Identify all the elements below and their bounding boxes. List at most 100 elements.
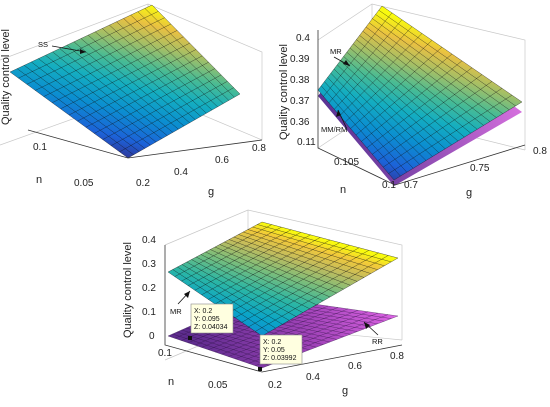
datatip-2[interactable]: X: 0.2 Y: 0.05 Z: 0.03992	[258, 334, 303, 371]
mesh-line	[52, 36, 184, 103]
subplot-3-ztick-0: 0	[149, 331, 155, 342]
subplot-2-ztick-0.39: 0.39	[290, 54, 310, 65]
mesh-line	[208, 237, 321, 300]
surface-mr-subplot-2	[318, 6, 522, 180]
mesh-line	[18, 11, 159, 79]
mesh-line	[43, 30, 178, 97]
subplot-3-ztick-0.3: 0.3	[142, 259, 156, 270]
subplot-3-xtick-0.2: 0.2	[268, 380, 282, 391]
label-ss: SS	[38, 40, 48, 49]
mesh-line	[228, 244, 350, 314]
datatip-2-line-3: Z: 0.03992	[263, 355, 297, 362]
mesh-line	[102, 74, 222, 140]
subplot-3-xtick-0.6: 0.6	[348, 361, 362, 372]
mesh-line	[328, 19, 403, 104]
mesh-line	[339, 33, 423, 116]
subplot-1-xtick-0.4: 0.4	[174, 167, 188, 178]
mesh-line	[248, 252, 379, 328]
mesh-line	[94, 68, 215, 134]
subplot-1: 0.1 0.05 0.2 0.4 0.6 0.8 n g Quality con…	[0, 3, 266, 198]
subplot-2-ztick-0.4: 0.4	[296, 33, 310, 44]
mesh-line	[181, 226, 282, 282]
datatip-1-line-2: Y: 0.095	[194, 316, 220, 323]
mesh-line	[235, 310, 359, 360]
subplot-3-xticks: 0.2 0.4 0.6 0.8	[268, 351, 404, 391]
mesh-line	[317, 5, 383, 91]
subplot-1-ytick-0.05: 0.05	[74, 178, 94, 189]
datatip-1[interactable]: X: 0.2 Y: 0.095 Z: 0.04034	[188, 303, 234, 340]
mesh-line	[26, 17, 165, 85]
subplot-3-xtick-0.8: 0.8	[390, 351, 404, 362]
subplot-2-ztick-0.38: 0.38	[290, 75, 310, 86]
subplot-3-zlabel: Quality control level	[122, 242, 134, 338]
subplot-1-xlabel: g	[208, 186, 214, 198]
mesh-line	[85, 62, 209, 128]
subplot-1-ylabel: n	[36, 174, 42, 186]
subplot-3-xlabel: g	[342, 385, 348, 397]
datatip-2-line-2: Y: 0.05	[263, 347, 285, 354]
surface-mr-subplot-2-mesh	[317, 5, 523, 181]
subplot-3-axes	[164, 245, 403, 373]
label-mr-subplot-2: MR	[330, 47, 342, 56]
datatip-1-line-3: Z: 0.04034	[194, 324, 228, 331]
arrowhead-mr-subplot-2	[343, 60, 350, 66]
surface-ss	[10, 5, 240, 158]
arrowhead-mr-subplot-3	[184, 291, 190, 298]
mesh-line	[167, 221, 263, 273]
mesh-line	[388, 94, 513, 174]
subplot-2-ylabel: n	[340, 184, 346, 196]
subplot-3-yticks: 0.1 0.05	[158, 348, 228, 391]
mesh-line	[261, 257, 399, 337]
arrowhead-mm-rm	[336, 110, 341, 117]
mesh-line	[366, 67, 473, 149]
mesh-line	[174, 224, 272, 277]
subplot-2-ytick-0.105: 0.105	[334, 157, 359, 168]
subplot-3-xtick-0.4: 0.4	[306, 372, 320, 383]
subplot-2-ytick-0.1: 0.1	[382, 180, 396, 191]
subplot-2: 0.36 0.37 0.38 0.39 0.4 0.11 0.105 0.1 0…	[278, 3, 547, 199]
subplot-1-axes	[27, 129, 263, 159]
datatip-2-marker[interactable]	[258, 367, 262, 371]
subplot-1-yticks: 0.1 0.05	[33, 142, 94, 189]
subplot-3: 0 0.1 0.2 0.3 0.4 0.1 0.05 0.2 0.4 0.6 0…	[122, 209, 404, 397]
mesh-line	[35, 23, 171, 91]
mesh-line	[77, 55, 203, 122]
subplot-3-ytick-0.1: 0.1	[158, 348, 172, 359]
subplot-3-ytick-0.05: 0.05	[208, 380, 228, 391]
mesh-line	[393, 101, 523, 181]
subplot-3-ztick-0.4: 0.4	[142, 235, 156, 246]
mesh-line	[9, 4, 153, 73]
subplot-1-xtick-0.6: 0.6	[215, 155, 229, 166]
datatip-1-line-1: X: 0.2	[194, 308, 212, 315]
mesh-line	[221, 307, 339, 355]
subplot-3-ztick-0.1: 0.1	[142, 307, 156, 318]
subplot-2-xticks: 0.7 0.75 0.8	[404, 146, 547, 191]
mesh-line	[228, 308, 349, 357]
datatip-1-marker[interactable]	[188, 336, 192, 340]
subplot-2-xtick-0.8: 0.8	[533, 146, 547, 157]
mesh-line	[201, 234, 311, 296]
subplot-1-zlabel: Quality control level	[0, 29, 12, 125]
datatip-2-line-1: X: 0.2	[263, 339, 281, 346]
subplot-3-zticks: 0 0.1 0.2 0.3 0.4	[142, 235, 156, 342]
label-mm-rm: MM/RM	[321, 125, 347, 134]
mesh-line	[255, 255, 389, 332]
subplot-2-xtick-0.75: 0.75	[470, 163, 490, 174]
subplot-2-ztick-0.37: 0.37	[290, 96, 310, 107]
mesh-line	[344, 40, 433, 123]
subplot-1-xtick-0.2: 0.2	[136, 178, 150, 189]
subplot-1-ytick-0.1: 0.1	[33, 142, 47, 153]
mesh-line	[111, 81, 228, 146]
mesh-line	[334, 26, 413, 110]
surface-mr-subplot-3-mesh	[167, 221, 399, 337]
mesh-line	[241, 250, 369, 323]
arrowhead-ss	[80, 49, 86, 54]
mesh-line	[188, 229, 292, 286]
label-mr-subplot-3: MR	[170, 307, 182, 316]
mesh-line	[194, 232, 301, 291]
mesh-line	[361, 60, 463, 142]
arrowhead-rr	[364, 322, 370, 329]
subplot-2-ztick-0.36: 0.36	[290, 117, 310, 128]
